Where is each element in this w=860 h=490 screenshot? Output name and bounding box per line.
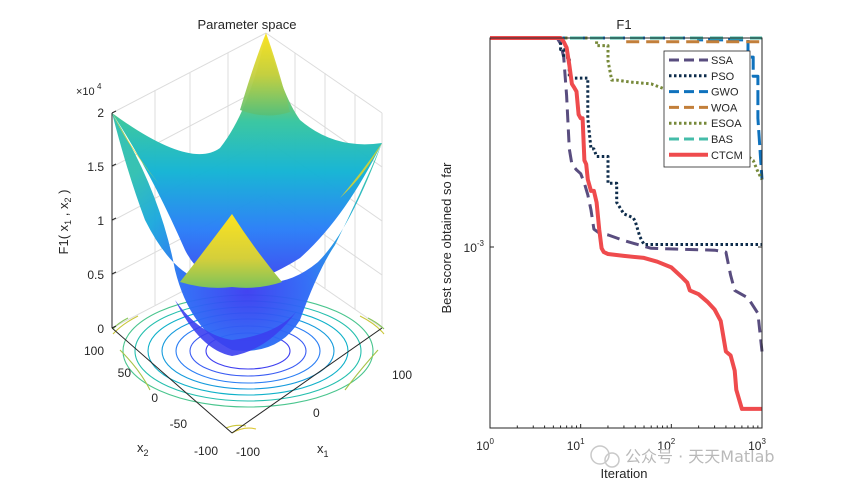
y-tick: 10-3 <box>464 239 762 255</box>
x2-tick-label: -50 <box>170 417 188 431</box>
z-tick-label: 1.5 <box>87 160 104 174</box>
x-tick-label: 102 <box>657 437 675 453</box>
convergence-axes-box <box>489 37 763 429</box>
convergence-plot: F1 100 101 102 103 10-3 Best score obtained… <box>439 17 766 481</box>
x-tick-label: 100 <box>476 437 494 453</box>
legend-label-pso: PSO <box>711 71 735 83</box>
z-exponent-power: 4 <box>97 82 102 91</box>
surface-plot <box>111 32 385 434</box>
x1-tick-label: -100 <box>236 445 260 459</box>
convergence-y-label: Best score obtained so far <box>439 162 454 314</box>
x2-axis-label: x2 <box>137 440 149 458</box>
legend-label-ssa: SSA <box>711 55 734 67</box>
wechat-icon-small <box>604 452 620 468</box>
z-exponent-base: ×10 <box>76 86 95 98</box>
wechat-icon <box>590 445 610 465</box>
z-axis-label: F1( x1 , x2 ) <box>56 190 73 255</box>
z-tick-label: 1 <box>97 214 104 228</box>
y-tick-label: 10-3 <box>464 239 485 255</box>
legend-label-bas: BAS <box>711 134 733 146</box>
x-tick-label: 103 <box>748 437 766 453</box>
legend: SSA PSO GWO WOA ESOA BAS CTCM <box>663 50 751 168</box>
x2-tick-label: -100 <box>194 444 218 458</box>
x1-ticks: -100 0 100 <box>236 368 412 459</box>
series-line-ctcm <box>490 36 762 411</box>
x-tick-label: 101 <box>567 437 585 453</box>
legend-label-gwo: GWO <box>711 87 739 99</box>
legend-entries: SSA PSO GWO WOA ESOA BAS CTCM <box>669 55 743 162</box>
series-line-pso <box>490 36 762 246</box>
watermark: 公众号 · 天天Matlab <box>590 445 775 468</box>
x2-tick-label: 50 <box>118 366 132 380</box>
x1-axis-label: x1 <box>317 441 329 459</box>
legend-label-woa: WOA <box>711 102 738 114</box>
x1-tick-label: 100 <box>392 368 412 382</box>
x2-ticks: 100 50 0 -50 -100 <box>84 344 218 458</box>
surface-floor-edges <box>111 327 383 434</box>
surface-title: Parameter space <box>198 17 297 32</box>
x2-tick-label: 100 <box>84 344 104 358</box>
z-ticks: 0 0.5 1 1.5 2 <box>87 106 104 336</box>
watermark-text: 公众号 · 天天Matlab <box>625 447 775 466</box>
legend-label-ctcm: CTCM <box>711 150 743 162</box>
z-tick-marks <box>111 110 117 329</box>
z-tick-label: 0.5 <box>87 268 104 282</box>
surface-mesh <box>112 33 382 356</box>
z-tick-label: 0 <box>97 322 104 336</box>
x-ticks: 100 101 102 103 <box>476 424 766 453</box>
x1-tick-label: 0 <box>313 406 320 420</box>
convergence-title: F1 <box>616 17 631 32</box>
z-tick-label: 2 <box>97 106 104 120</box>
legend-box <box>663 50 751 168</box>
convergence-x-label: Iteration <box>601 466 648 481</box>
series-line-ssa <box>490 36 764 352</box>
x2-tick-label: 0 <box>151 391 158 405</box>
z-exponent: ×10 4 <box>76 82 102 98</box>
legend-label-esoa: ESOA <box>711 118 742 130</box>
